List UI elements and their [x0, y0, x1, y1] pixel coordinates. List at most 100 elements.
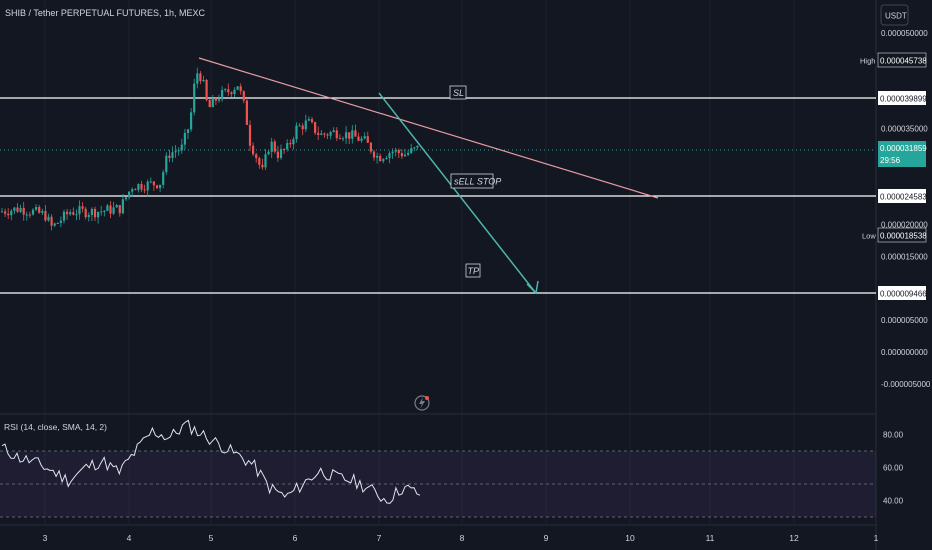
candle-body — [149, 181, 152, 183]
candle-body — [137, 183, 140, 190]
candle-body — [258, 158, 261, 165]
time-axis[interactable]: 3 4 5 6 7 8 9 10 11 12 1 — [43, 533, 879, 543]
candle-body — [16, 207, 19, 212]
candle-body — [196, 73, 199, 84]
high-value: 0.000045738 — [880, 57, 927, 66]
candle-body — [217, 99, 221, 101]
time-tick-label: 7 — [377, 533, 382, 543]
candle-body — [75, 214, 78, 216]
candle-body — [410, 148, 413, 153]
candle-body — [332, 130, 335, 133]
candle-body — [171, 152, 174, 158]
candle-body — [345, 132, 348, 139]
candle-body — [221, 89, 224, 100]
candle-body — [233, 89, 236, 95]
tp-price-tag — [878, 286, 926, 300]
candle-body — [376, 155, 379, 158]
candle-body — [341, 138, 345, 140]
sell-stop-price-text: 0.000024583 — [880, 193, 927, 202]
candle-body — [112, 207, 115, 214]
candle-body — [320, 133, 323, 135]
tp-price-text: 0.000009466 — [880, 290, 927, 299]
candle-body — [270, 141, 273, 152]
price-tick-label: 0.000050000 — [881, 29, 928, 38]
candle-body — [19, 207, 22, 212]
rsi-tick-label: 80.00 — [883, 431, 904, 440]
tp-label: TP — [468, 266, 480, 276]
candle-body — [121, 199, 124, 214]
low-value: 0.000018538 — [880, 232, 927, 241]
candle-body — [38, 206, 41, 213]
candle-body — [205, 80, 208, 101]
candle-body — [180, 144, 183, 151]
candle-body — [7, 213, 10, 216]
currency-button[interactable] — [880, 4, 909, 26]
rsi-title: RSI (14, close, SMA, 14, 2) — [4, 422, 107, 432]
rsi-line — [1, 419, 421, 504]
candlestick-series — [0, 67, 419, 231]
candle-body — [283, 148, 286, 150]
time-tick-label: 4 — [127, 533, 132, 543]
candle-body — [354, 130, 357, 137]
candle-body — [84, 208, 87, 218]
candle-body — [400, 153, 403, 157]
candle-body — [72, 212, 75, 215]
candle-body — [304, 120, 307, 130]
candle-body — [301, 125, 304, 130]
candle-body — [93, 208, 97, 218]
candle-body — [314, 122, 317, 133]
candle-body — [190, 112, 193, 130]
candle-body — [100, 211, 103, 213]
descending-trendline[interactable] — [198, 57, 659, 199]
candle-body — [124, 197, 128, 200]
sl-label-box[interactable] — [449, 85, 467, 100]
time-tick-label: 6 — [293, 533, 298, 543]
candle-body — [199, 73, 202, 82]
candle-body — [62, 211, 66, 221]
candle-body — [242, 91, 245, 101]
current-price-value: 0.000031859 — [880, 144, 927, 153]
candle-body — [338, 138, 341, 140]
candle-body — [53, 223, 56, 226]
candle-body — [35, 206, 38, 210]
sell-stop-label-box[interactable] — [450, 173, 494, 189]
sl-price-tag — [878, 91, 926, 105]
time-tick-label: 3 — [43, 533, 48, 543]
sell-stop-price-tag — [878, 189, 926, 203]
candle-body — [186, 129, 190, 133]
time-tick-label: 8 — [460, 533, 465, 543]
rsi-tick-label: 40.00 — [883, 497, 904, 506]
candle-body — [131, 189, 134, 192]
candle-body — [146, 181, 149, 191]
rsi-ticks: 80.00 60.00 40.00 — [883, 431, 904, 506]
candle-body — [168, 155, 171, 158]
candle-body — [236, 86, 239, 90]
candle-body — [87, 214, 90, 218]
candle-body — [214, 98, 217, 101]
price-tick-label: 0.000000000 — [881, 348, 928, 357]
candle-body — [47, 216, 50, 221]
candle-body — [295, 125, 298, 140]
candle-body — [279, 148, 283, 158]
candle-body — [152, 181, 155, 186]
candle-body — [10, 210, 13, 216]
candle-body — [366, 136, 369, 143]
projection-arrow[interactable] — [378, 92, 536, 293]
candle-body — [403, 154, 407, 157]
price-axis[interactable]: USDT — [880, 4, 909, 26]
candle-body — [348, 132, 351, 139]
candle-body — [255, 154, 258, 159]
candle-body — [245, 100, 248, 125]
candle-body — [25, 214, 28, 216]
low-tag — [859, 229, 878, 241]
candle-body — [41, 211, 44, 213]
candle-body — [230, 92, 233, 95]
candle-body — [50, 216, 53, 226]
candle-body — [81, 206, 84, 209]
candle-body — [174, 151, 177, 153]
tp-label-box[interactable] — [465, 263, 481, 278]
lightning-icon[interactable] — [414, 395, 430, 411]
candle-body — [335, 130, 338, 139]
candle-body — [252, 145, 255, 155]
